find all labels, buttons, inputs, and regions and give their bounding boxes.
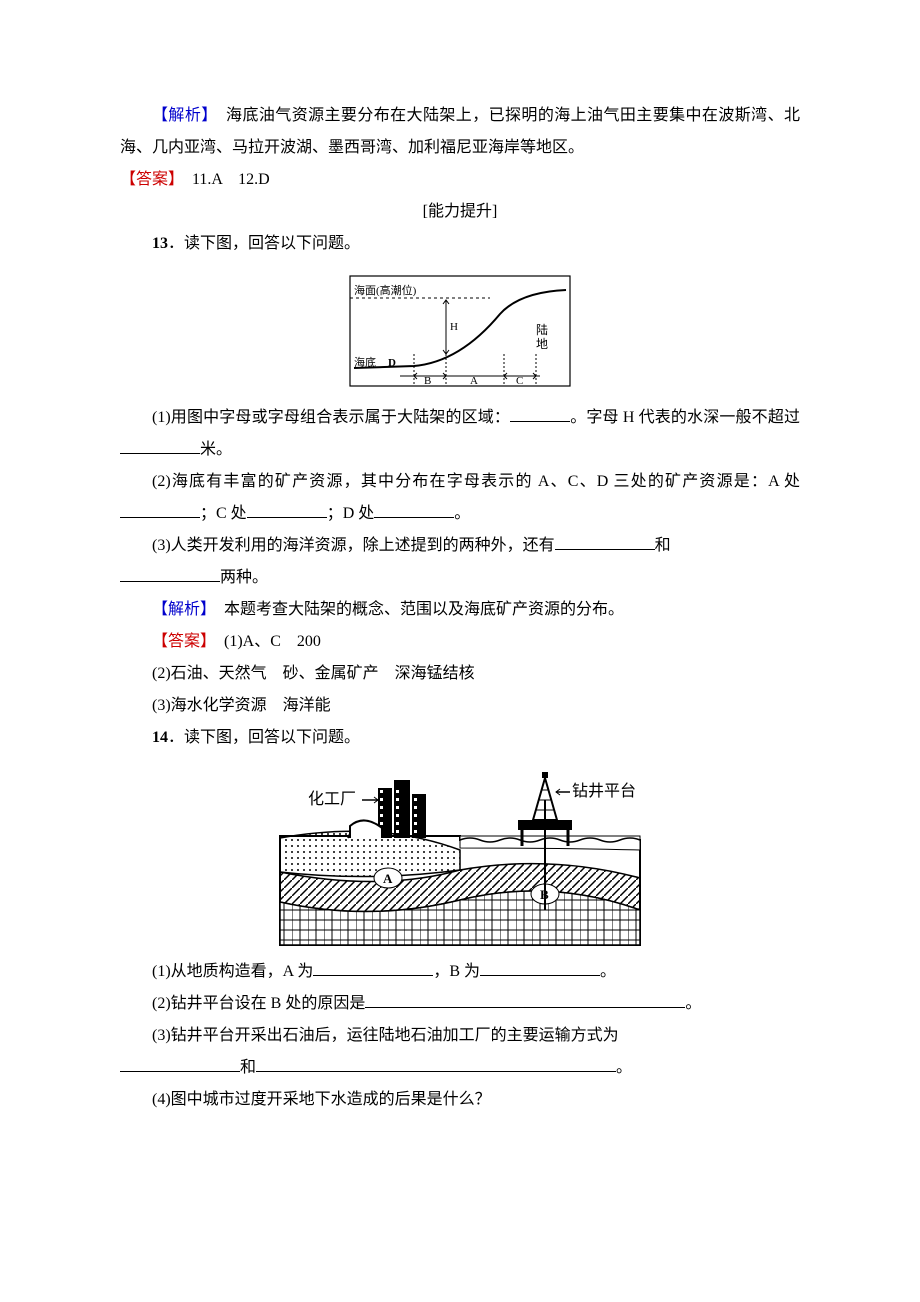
q13-1a: (1)用图中字母或字母组合表示属于大陆架的区域：: [152, 409, 510, 426]
q13-3c: 两种。: [220, 569, 268, 586]
blank: [120, 437, 200, 454]
svg-text:D: D: [388, 357, 396, 369]
blank: [120, 1055, 240, 1072]
blank: [480, 959, 600, 976]
q14-num: 14: [152, 729, 168, 746]
q13-2b: ；C 处: [200, 505, 247, 522]
svg-text:地: 地: [536, 337, 548, 351]
blank: [247, 501, 327, 518]
q13-1b: 。字母 H 代表的水深一般不超过: [570, 409, 800, 426]
svg-text:A: A: [470, 375, 478, 387]
q13-line: 13．读下图，回答以下问题。: [120, 228, 800, 260]
answer-2: 【答案】 (1)A、C 200: [120, 626, 800, 658]
q13-2d: 。: [454, 505, 470, 522]
figure-1: 海面(高潮位) 海底 D 陆地 H B A C: [120, 266, 800, 396]
svg-text:H: H: [450, 321, 458, 333]
answer-label: 【答案】: [152, 633, 208, 650]
q14-1: (1)从地质构造看，A 为 ，B 为 。: [120, 956, 800, 988]
analysis-label: 【解析】: [152, 601, 208, 618]
svg-text:海底: 海底: [354, 355, 376, 369]
blank: [374, 501, 454, 518]
analysis-text: 海底油气资源主要分布在大陆架上，已探明的海上油气田主要集中在波斯湾、北海、几内亚…: [120, 107, 800, 156]
q13-3b: 和: [655, 537, 671, 554]
answer-2-1: (1)A、C 200: [208, 633, 321, 650]
q13-2c: ；D 处: [327, 505, 375, 522]
q13-2a: (2)海底有丰富的矿产资源，其中分布在字母表示的 A、C、D 三处的矿产资源是：…: [152, 473, 800, 490]
svg-text:化工厂: 化工厂: [308, 790, 356, 808]
q13-1: (1)用图中字母或字母组合表示属于大陆架的区域： 。字母 H 代表的水深一般不超过…: [120, 402, 800, 466]
section-title: [能力提升]: [120, 196, 800, 228]
blank: [510, 405, 570, 422]
q13-3a: (3)人类开发利用的海洋资源，除上述提到的两种外，还有: [152, 537, 555, 554]
svg-text:海面(高潮位): 海面(高潮位): [354, 283, 417, 297]
q14-3c: 。: [616, 1059, 632, 1076]
q14-3b: 和: [240, 1059, 256, 1076]
svg-text:B: B: [424, 375, 431, 387]
q14-prompt: ．读下图，回答以下问题。: [168, 729, 360, 746]
svg-text:陆: 陆: [536, 322, 548, 337]
analysis-2: 【解析】 本题考查大陆架的概念、范围以及海底矿产资源的分布。: [120, 594, 800, 626]
q14-2b: 。: [685, 995, 701, 1012]
blank: [120, 565, 220, 582]
analysis-text: 本题考查大陆架的概念、范围以及海底矿产资源的分布。: [208, 601, 624, 618]
q14-1b: ，B 为: [433, 963, 480, 980]
answer-2-2: (2)石油、天然气 砂、金属矿产 深海锰结核: [120, 658, 800, 690]
svg-text:A: A: [383, 871, 393, 886]
q14-4: (4)图中城市过度开采地下水造成的后果是什么？: [120, 1084, 800, 1116]
svg-text:钻井平台: 钻井平台: [572, 782, 636, 800]
blank: [365, 991, 685, 1008]
answer-2-3: (3)海水化学资源 海洋能: [120, 690, 800, 722]
q14-1a: (1)从地质构造看，A 为: [152, 963, 313, 980]
q13-2: (2)海底有丰富的矿产资源，其中分布在字母表示的 A、C、D 三处的矿产资源是：…: [120, 466, 800, 530]
answer-label: 【答案】: [120, 171, 176, 188]
blank: [120, 501, 200, 518]
answer-1: 【答案】 11.A 12.D: [120, 164, 800, 196]
blank: [313, 959, 433, 976]
q14-line: 14．读下图，回答以下问题。: [120, 722, 800, 754]
analysis-1: 【解析】 海底油气资源主要分布在大陆架上，已探明的海上油气田主要集中在波斯湾、北…: [120, 100, 800, 164]
analysis-label: 【解析】: [152, 107, 210, 124]
q14-3: (3)钻井平台开采出石油后，运往陆地石油加工厂的主要运输方式为和 。: [120, 1020, 800, 1084]
q14-1c: 。: [600, 963, 616, 980]
q14-2: (2)钻井平台设在 B 处的原因是 。: [120, 988, 800, 1020]
blank: [555, 533, 655, 550]
answer-text: 11.A 12.D: [176, 171, 270, 188]
svg-text:C: C: [516, 375, 523, 387]
q13-1c: 米。: [200, 441, 232, 458]
q13-3: (3)人类开发利用的海洋资源，除上述提到的两种外，还有 和两种。: [120, 530, 800, 594]
blank: [256, 1055, 616, 1072]
q14-3a: (3)钻井平台开采出石油后，运往陆地石油加工厂的主要运输方式为: [152, 1027, 619, 1044]
q13-num: 13: [152, 235, 168, 252]
q14-2a: (2)钻井平台设在 B 处的原因是: [152, 995, 365, 1012]
figure-2: AB化工厂钻井平台: [120, 760, 800, 950]
q13-prompt: ．读下图，回答以下问题。: [168, 235, 360, 252]
